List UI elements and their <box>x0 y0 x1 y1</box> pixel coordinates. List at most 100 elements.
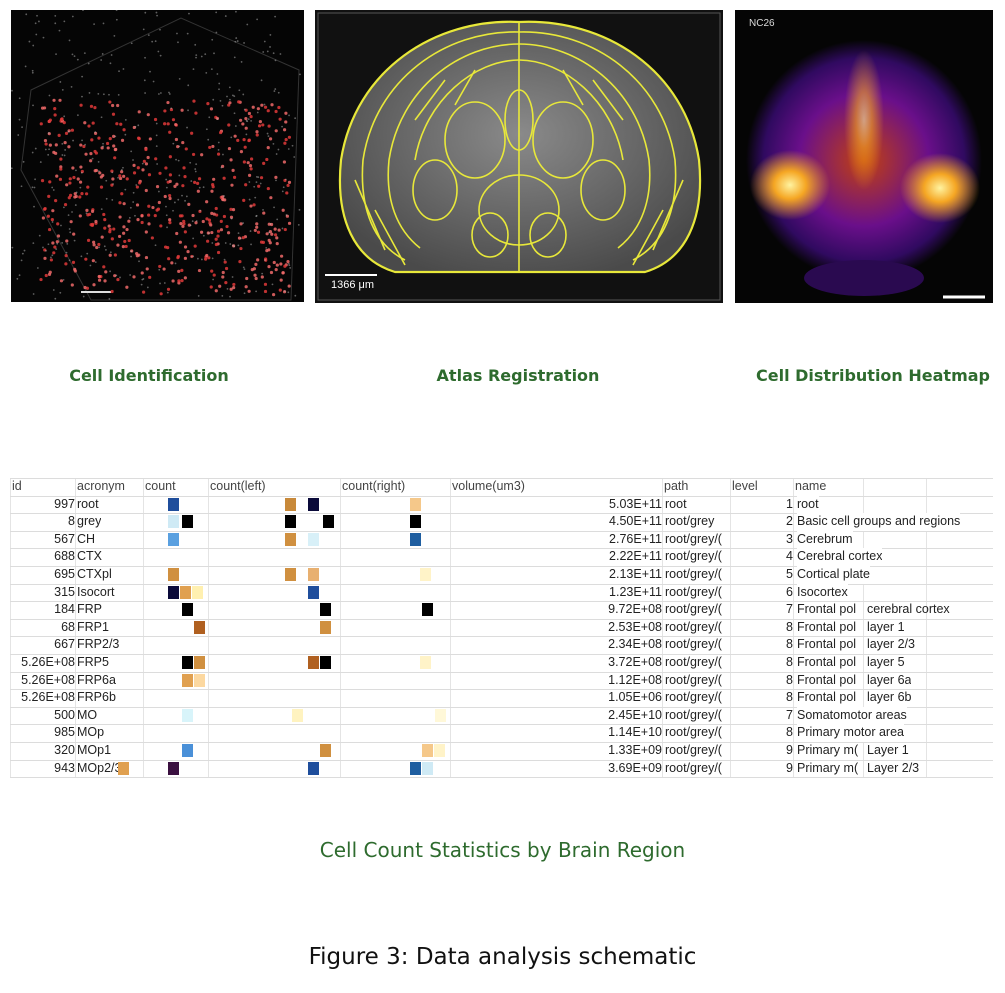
cell-dot <box>229 295 231 298</box>
cell-dot <box>219 130 223 135</box>
cell-dot <box>211 38 214 41</box>
cell-dot <box>20 185 23 188</box>
cell-dot <box>249 167 253 171</box>
table-cell: root/grey/( <box>665 637 722 652</box>
atlas-regions <box>354 22 684 272</box>
table-cell: Frontal pol <box>797 619 857 634</box>
scale-label: 1366 μm <box>331 279 374 291</box>
row-border <box>10 530 993 532</box>
table-cell: root/grey/( <box>665 602 722 617</box>
cell-dot <box>159 28 161 31</box>
table-cell: 667 <box>54 637 75 652</box>
cell-dot <box>170 261 174 265</box>
cell-dot <box>159 54 162 57</box>
cell-dot <box>89 159 93 163</box>
cell-dot <box>70 128 75 132</box>
cell-dot <box>196 181 200 185</box>
table-cell: root/grey/( <box>665 655 722 669</box>
cell-dot <box>51 254 54 257</box>
cell-dot <box>279 53 282 55</box>
cell-dot <box>115 122 119 126</box>
column-border <box>793 478 794 778</box>
cell-dot <box>42 246 44 249</box>
cell-dot <box>222 214 227 219</box>
cell-dot <box>47 194 51 198</box>
cell-dot <box>150 236 154 240</box>
cell-dot <box>299 73 301 76</box>
cell-dot <box>95 245 99 250</box>
cell-dot <box>175 182 179 186</box>
cell-dot <box>294 117 297 120</box>
cell-dot <box>196 189 200 193</box>
cell-dot <box>222 176 226 180</box>
cell-dot <box>56 242 59 245</box>
cell-dot <box>192 68 195 71</box>
cell-dot <box>199 230 204 234</box>
cell-dot <box>210 230 214 235</box>
table-cell: 9 <box>786 743 793 757</box>
table-cell: FRP2/3 <box>77 637 120 652</box>
region-table: id acronym count count(left) count(right) vol… <box>10 478 993 778</box>
cell-dot <box>48 148 50 151</box>
cell-dot <box>105 179 108 182</box>
cell-dot <box>120 192 124 196</box>
cell-dot <box>51 209 55 213</box>
cell-dot <box>144 230 148 234</box>
cell-dot <box>244 116 248 121</box>
cell-dot <box>110 289 114 294</box>
row-border <box>10 495 993 497</box>
cell-dot <box>187 84 190 87</box>
cell-dot <box>274 15 277 18</box>
cell-dot <box>233 56 236 59</box>
table-cell: Somatomotor areas <box>797 706 907 725</box>
cell-dot <box>193 180 197 184</box>
cell-dot <box>184 147 188 151</box>
row-border <box>10 689 993 691</box>
cell-dot <box>54 14 57 17</box>
cell-dot <box>178 240 182 244</box>
cell-dot <box>226 95 228 98</box>
masked-count <box>410 761 421 775</box>
cell-dot <box>274 268 278 272</box>
cell-dot <box>130 150 133 153</box>
cell-dot <box>240 61 243 63</box>
cell-dot <box>282 128 287 132</box>
cell-dot <box>266 109 270 113</box>
cell-dot <box>42 106 47 110</box>
table-cell: CTX <box>77 549 102 564</box>
cell-dot <box>256 18 259 21</box>
cell-dot <box>97 278 102 282</box>
table-cell: 6 <box>786 584 793 599</box>
cell-dot <box>122 231 126 235</box>
cell-dot <box>163 109 167 113</box>
cell-dot <box>229 98 231 101</box>
table-cell: 8 <box>786 655 793 669</box>
cell-dot <box>230 136 233 139</box>
cell-dot <box>202 186 205 189</box>
cell-dot <box>36 14 38 17</box>
cell-dot <box>191 220 194 223</box>
cell-dot <box>92 243 96 247</box>
cell-dot <box>168 155 172 159</box>
table-cell: root/grey/( <box>665 531 722 546</box>
cell-dot <box>195 163 198 166</box>
cell-dot <box>273 90 276 92</box>
cell-dot <box>194 111 198 115</box>
cell-dot <box>182 219 186 223</box>
cell-dot <box>273 233 278 237</box>
image-background <box>11 10 304 302</box>
cell-dot <box>97 92 100 95</box>
cell-dot <box>274 129 278 133</box>
cell-dot <box>130 42 133 45</box>
cell-dot <box>118 201 122 205</box>
table-caption: Cell Count Statistics by Brain Region <box>319 838 686 862</box>
cell-dot <box>146 155 150 160</box>
cell-dot <box>124 188 127 191</box>
cell-dot <box>122 225 126 229</box>
cell-dot <box>103 218 107 222</box>
table-cell: 5.26E+08 <box>21 672 75 687</box>
cell-dot <box>83 121 87 125</box>
cell-dot <box>210 211 214 216</box>
cell-dot <box>268 137 273 141</box>
cell-dot <box>75 169 77 172</box>
